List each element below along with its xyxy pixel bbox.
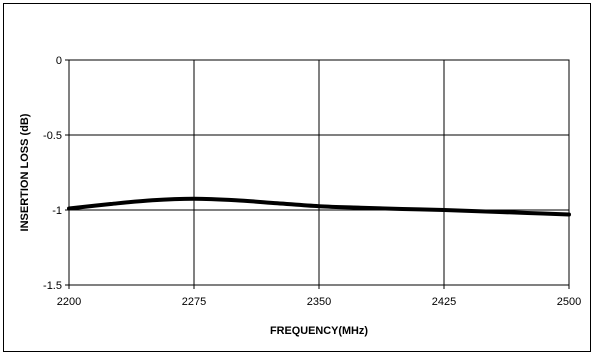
y-tick-label: -1.5 <box>43 280 62 292</box>
x-tick-label: 2500 <box>557 296 581 308</box>
tick-layer: 2200 2275 2350 2425 2500 0 -0.5 -1 -1.5 <box>43 55 581 308</box>
y-axis-title: INSERTION LOSS (dB) <box>19 113 31 231</box>
y-tick-label: -1 <box>52 205 62 217</box>
x-tick-label: 2275 <box>182 296 206 308</box>
x-tick-label: 2350 <box>307 296 331 308</box>
x-axis-title: FREQUENCY(MHz) <box>270 325 368 337</box>
y-tick-label: -0.5 <box>43 130 62 142</box>
chart-frame <box>3 3 591 352</box>
series-layer <box>67 196 571 217</box>
y-tick-label: 0 <box>56 55 62 67</box>
x-tick-label: 2425 <box>432 296 456 308</box>
insertion-loss-series-line <box>67 196 571 217</box>
grid-layer <box>69 60 569 285</box>
x-tick-label: 2200 <box>57 296 81 308</box>
